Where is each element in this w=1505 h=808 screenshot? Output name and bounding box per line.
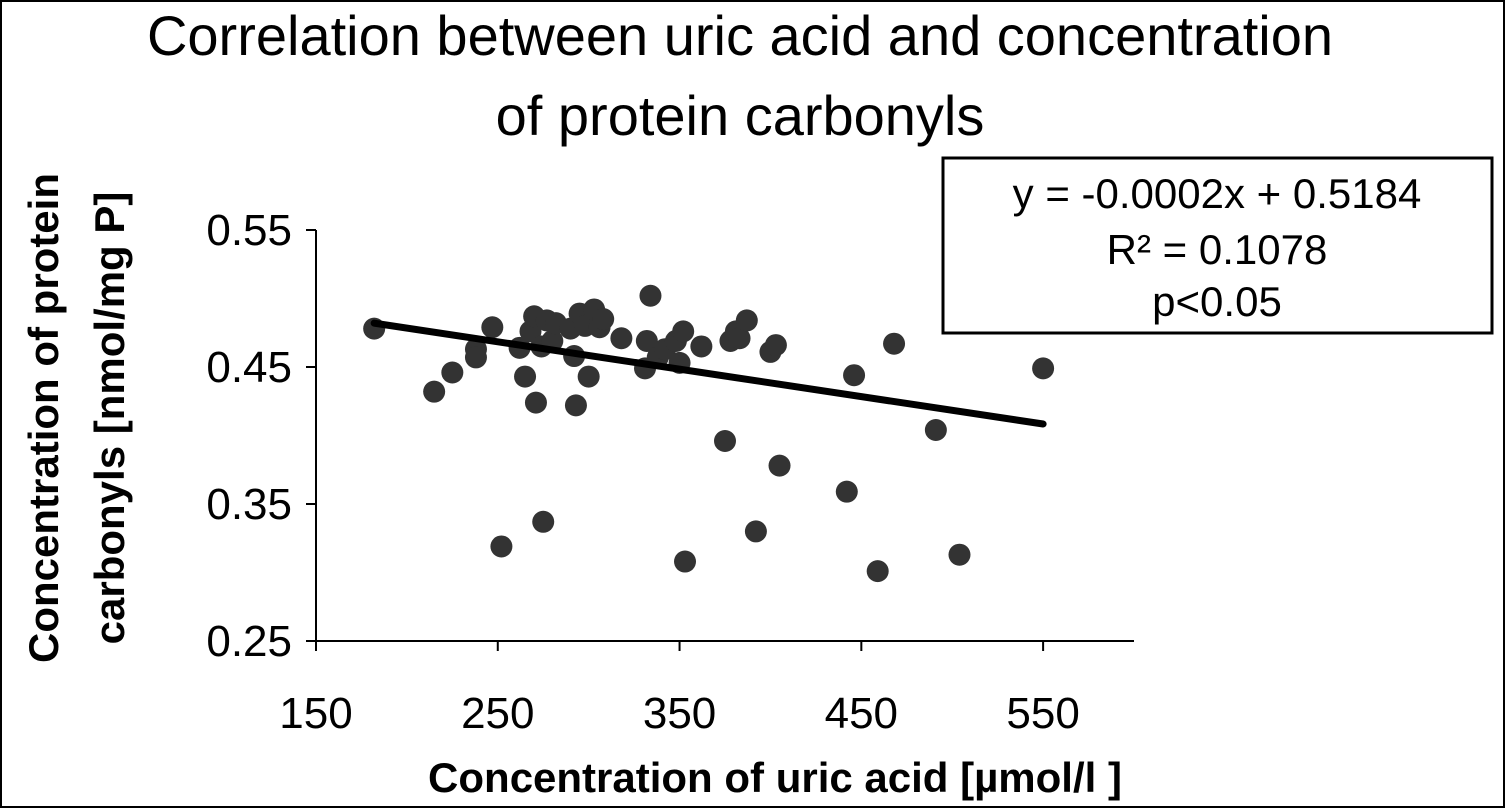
data-point xyxy=(843,364,866,387)
data-point xyxy=(592,308,615,331)
x-ticks: 150 250 350 450 550 xyxy=(279,641,1080,738)
data-point xyxy=(481,316,504,339)
data-point xyxy=(835,480,858,503)
y-tick-label: 0.35 xyxy=(206,480,292,529)
y-tick-label: 0.25 xyxy=(206,617,292,666)
data-point xyxy=(524,391,547,414)
data-point xyxy=(441,361,464,384)
data-point xyxy=(514,365,537,388)
data-point xyxy=(635,329,658,352)
x-tick-label: 250 xyxy=(461,689,534,738)
regression-annotation: y = -0.0002x + 0.5184 R² = 0.1078 p<0.05 xyxy=(941,156,1494,335)
y-tick-label: 0.45 xyxy=(206,343,292,392)
y-tick-label: 0.55 xyxy=(206,206,292,255)
data-point xyxy=(764,334,787,357)
data-point xyxy=(883,332,906,355)
data-point xyxy=(924,419,947,442)
x-tick-label: 350 xyxy=(643,689,716,738)
data-point xyxy=(423,380,446,403)
data-points xyxy=(363,284,1055,583)
x-tick-label: 150 xyxy=(279,689,352,738)
data-point xyxy=(639,284,662,307)
data-point xyxy=(714,429,736,452)
data-point xyxy=(1032,357,1055,380)
data-point xyxy=(948,543,971,566)
data-point xyxy=(577,365,600,388)
y-axis-label-line-2: carbonyls [nmol/mg P] xyxy=(86,192,133,645)
y-axis-label-line-1: Concentration of protein xyxy=(20,173,67,663)
data-point xyxy=(564,394,587,417)
data-point xyxy=(866,560,889,583)
annotation-box xyxy=(941,156,1494,335)
data-point xyxy=(532,510,555,533)
axes xyxy=(315,230,1134,642)
data-point xyxy=(690,335,713,358)
data-point xyxy=(735,309,758,332)
data-point xyxy=(768,454,791,477)
y-axis-label: Concentration of protein carbonyls [nmol… xyxy=(20,173,133,663)
data-point xyxy=(744,520,767,543)
chart-title-line-1: Correlation between uric acid and concen… xyxy=(147,4,1333,67)
data-point xyxy=(610,327,633,350)
data-point xyxy=(674,550,697,573)
x-tick-label: 550 xyxy=(1006,689,1079,738)
p-value: p<0.05 xyxy=(1152,278,1282,325)
r-squared-value: R² = 0.1078 xyxy=(1107,226,1328,273)
chart-title-line-2: of protein carbonyls xyxy=(496,84,985,147)
y-ticks: 0.25 0.35 0.45 0.55 xyxy=(206,206,316,666)
data-point xyxy=(728,327,751,350)
regression-equation: y = -0.0002x + 0.5184 xyxy=(1013,170,1422,217)
data-point xyxy=(464,346,487,369)
x-tick-label: 450 xyxy=(825,689,898,738)
data-point xyxy=(672,320,695,343)
trendline-group xyxy=(370,319,1047,428)
data-point xyxy=(490,535,513,558)
chart-title: Correlation between uric acid and concen… xyxy=(147,4,1333,147)
x-axis-label: Concentration of uric acid [µmol/l ] xyxy=(428,754,1122,801)
trendline xyxy=(370,319,1047,428)
